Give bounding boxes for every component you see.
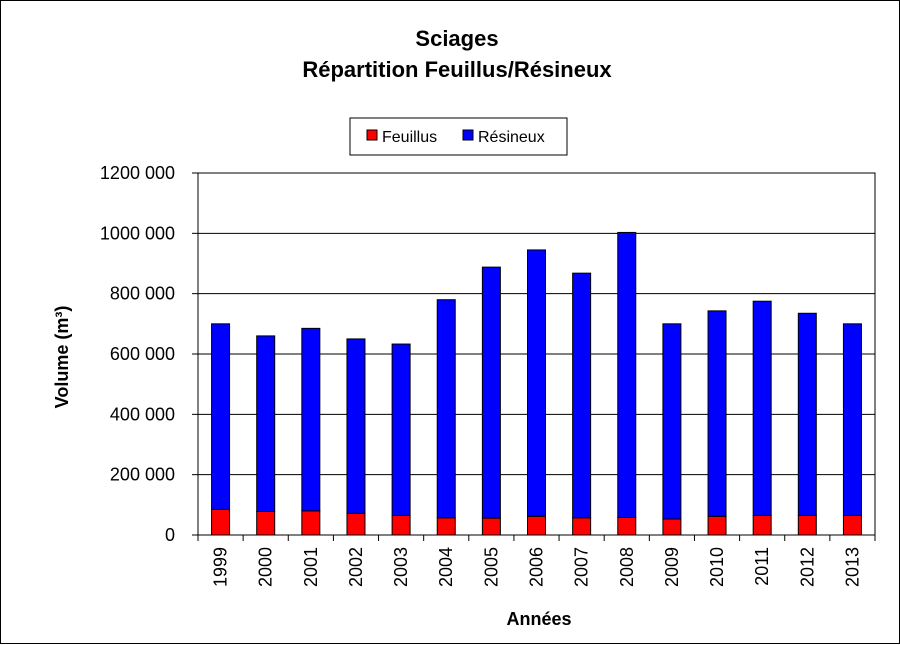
bar-feuillus-2002 bbox=[346, 512, 366, 536]
legend-label-feuillus: Feuillus bbox=[382, 129, 437, 146]
bar-resineux-2010 bbox=[707, 310, 727, 517]
chart-subtitle: Répartition Feuillus/Résineux bbox=[302, 57, 612, 82]
x-tick-label: 2011 bbox=[752, 547, 772, 586]
bars bbox=[211, 231, 862, 536]
plot-area-border bbox=[197, 172, 876, 536]
x-tick-label: 2003 bbox=[391, 547, 411, 587]
legend-swatch-resineux bbox=[462, 129, 474, 141]
bar-resineux-2001 bbox=[301, 327, 321, 512]
bar-resineux-2013 bbox=[842, 323, 862, 516]
y-tick-labels: 0 200 000 400 000 600 000 800 000 1000 000 120… bbox=[100, 163, 175, 545]
x-tick-label: 2004 bbox=[436, 547, 456, 587]
bar-resineux-2000 bbox=[256, 335, 276, 512]
bar-feuillus-2010 bbox=[707, 515, 727, 536]
x-tick-label: 2008 bbox=[617, 547, 637, 587]
bar-feuillus-2000 bbox=[256, 510, 276, 536]
y-tick-label: 1000 000 bbox=[100, 223, 175, 243]
legend-box bbox=[349, 117, 568, 156]
y-axis-title: Volume (m³) bbox=[52, 306, 72, 409]
x-axis-title: Années bbox=[506, 609, 571, 629]
bar-resineux-2006 bbox=[527, 249, 546, 517]
y-tick-label: 600 000 bbox=[110, 344, 175, 364]
bar-resineux-2012 bbox=[797, 312, 817, 516]
bar-feuillus-2006 bbox=[527, 515, 546, 536]
x-tick-label: 2001 bbox=[301, 547, 321, 587]
chart-title: Sciages bbox=[415, 26, 498, 51]
y-tick-label: 0 bbox=[165, 525, 175, 545]
x-tick-label: 2002 bbox=[346, 547, 366, 587]
bar-feuillus-2003 bbox=[391, 514, 411, 536]
x-tick-label: 2012 bbox=[797, 547, 817, 587]
bar-feuillus-2009 bbox=[662, 518, 682, 536]
x-tick-label: 2000 bbox=[256, 547, 276, 587]
y-tick-label: 400 000 bbox=[110, 404, 175, 424]
bar-resineux-2005 bbox=[481, 266, 501, 519]
bar-feuillus-2013 bbox=[842, 514, 862, 536]
bar-resineux-2011 bbox=[752, 300, 772, 516]
bar-resineux-2003 bbox=[391, 343, 411, 516]
x-tick-label: 2005 bbox=[481, 547, 501, 587]
y-tick-label: 200 000 bbox=[110, 465, 175, 485]
bar-feuillus-2007 bbox=[572, 517, 592, 536]
x-tick-label: 2006 bbox=[527, 547, 547, 587]
x-tick-label: 2010 bbox=[707, 547, 727, 587]
bar-resineux-2007 bbox=[572, 272, 592, 519]
bar-resineux-2009 bbox=[662, 323, 682, 520]
bar-feuillus-2005 bbox=[481, 517, 501, 536]
bar-feuillus-2008 bbox=[617, 517, 637, 536]
bar-feuillus-2001 bbox=[301, 510, 321, 536]
bar-resineux-2004 bbox=[436, 299, 456, 519]
x-tick-label: 1999 bbox=[211, 547, 231, 587]
axes bbox=[197, 172, 876, 536]
bar-feuillus-1999 bbox=[211, 508, 231, 536]
bar-resineux-1999 bbox=[211, 323, 231, 510]
y-tick-label: 800 000 bbox=[110, 284, 175, 304]
x-tick-labels: 1999 2000 2001 2002 2003 2004 2005 2006 2007 2008… bbox=[211, 547, 863, 587]
x-tick-label: 2009 bbox=[662, 547, 682, 587]
bar-feuillus-2011 bbox=[752, 514, 772, 536]
bar-resineux-2002 bbox=[346, 338, 366, 514]
bar-feuillus-2004 bbox=[436, 517, 456, 536]
x-tick-label: 2013 bbox=[842, 547, 862, 587]
legend-label-resineux: Résineux bbox=[478, 129, 545, 146]
bar-feuillus-2012 bbox=[797, 514, 817, 536]
legend: Feuillus Résineux bbox=[349, 117, 568, 156]
y-tick-label: 1200 000 bbox=[100, 163, 175, 183]
legend-swatch-feuillus bbox=[366, 129, 378, 141]
bar-resineux-2008 bbox=[617, 231, 637, 519]
x-tick-label: 2007 bbox=[572, 547, 592, 587]
